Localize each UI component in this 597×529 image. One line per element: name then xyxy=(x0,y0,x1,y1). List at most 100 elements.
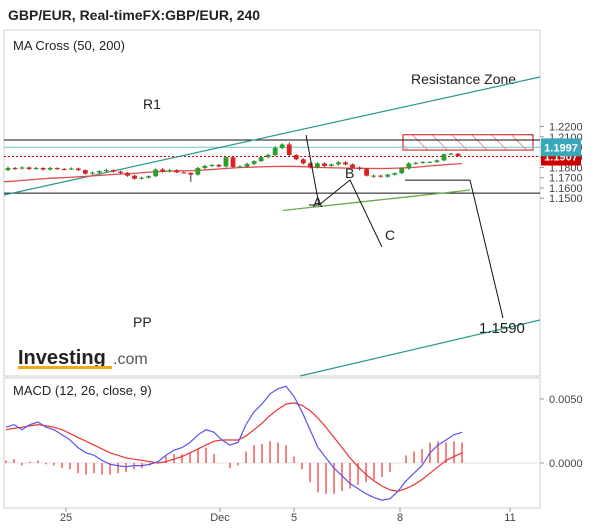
candle-bullish xyxy=(68,168,74,170)
x-tick-label: Dec xyxy=(210,512,230,524)
candle-bullish xyxy=(258,157,264,162)
candle-bearish xyxy=(300,159,306,164)
candle-bullish xyxy=(434,160,440,162)
candle-bullish xyxy=(223,157,229,167)
ma-slow-line xyxy=(282,189,471,212)
macd-panel-frame xyxy=(3,377,541,509)
candle-bullish xyxy=(97,171,102,173)
x-tick-label: 25 xyxy=(60,512,72,524)
candle-bearish xyxy=(307,163,313,168)
candle-bullish xyxy=(89,172,95,174)
candle-bearish xyxy=(357,167,362,170)
x-tick-label: 5 xyxy=(291,512,297,524)
candle-bullish xyxy=(413,162,419,164)
candle-bullish xyxy=(209,164,215,166)
point-b-label: B xyxy=(345,165,354,181)
candle-bearish xyxy=(40,167,46,170)
candle-bearish xyxy=(26,167,32,170)
candle-bullish xyxy=(202,165,208,168)
candle-bullish xyxy=(251,161,257,164)
candle-bearish xyxy=(364,169,369,176)
candle-bearish xyxy=(132,175,137,179)
point-c-label: C xyxy=(385,227,395,243)
investing-logo-suffix: .com xyxy=(113,351,148,368)
x-tick-label: 11 xyxy=(504,512,515,524)
r1-label: R1 xyxy=(143,96,161,112)
y-tick-label: 1.1600 xyxy=(549,183,583,195)
candle-bullish xyxy=(329,164,334,166)
candle-bullish xyxy=(5,167,11,171)
candle-bullish xyxy=(279,144,285,149)
candle-bearish xyxy=(378,175,384,177)
point-a-label: A xyxy=(313,194,323,210)
candle-bearish xyxy=(160,169,166,172)
ma-cross-label: MA Cross (50, 200) xyxy=(13,38,125,53)
candle-bearish xyxy=(230,157,236,167)
investing-logo-underline xyxy=(18,366,112,369)
macd-line xyxy=(5,385,463,501)
candle-bullish xyxy=(427,161,433,163)
candle-bullish xyxy=(139,177,144,179)
candle-bullish xyxy=(33,167,39,170)
macd-y-tick-label: 0.0050 xyxy=(549,394,583,406)
candle-bearish xyxy=(293,154,299,160)
candle-bullish xyxy=(392,173,398,175)
candle-bullish xyxy=(244,163,250,167)
macd-signal-line xyxy=(5,402,463,492)
candle-bearish xyxy=(216,164,222,167)
resistance-price-tag xyxy=(541,138,581,157)
candle-bearish xyxy=(111,170,116,172)
candle-bearish xyxy=(286,144,292,155)
candle-bullish xyxy=(146,176,152,178)
x-tick-label: 8 xyxy=(397,512,403,524)
candle-bullish xyxy=(195,167,201,175)
candle-bullish xyxy=(448,153,454,155)
candle-bearish xyxy=(350,164,355,168)
candle-bullish xyxy=(265,154,271,158)
candle-bearish xyxy=(75,168,81,171)
candle-bearish xyxy=(61,169,67,171)
investing-logo: Investing .com xyxy=(18,347,148,369)
candle-bullish xyxy=(336,162,341,165)
candle-bearish xyxy=(12,167,18,169)
candle-bullish xyxy=(314,163,320,168)
candle-bullish xyxy=(104,170,109,172)
candle-bearish xyxy=(174,170,180,173)
resistance-zone-label: Resistance Zone xyxy=(411,71,516,87)
macd-label: MACD (12, 26, close, 9) xyxy=(13,383,152,398)
investing-logo-text: Investing xyxy=(18,347,106,369)
candle-bearish xyxy=(455,153,461,157)
candle-bullish xyxy=(399,168,405,174)
resistance-price-tag-label: 1.1997 xyxy=(544,142,578,154)
y-tick-label: 1.1500 xyxy=(549,193,583,205)
lower-trendline xyxy=(299,319,541,377)
y-tick-label: 1.2200 xyxy=(549,122,583,134)
pp-label: PP xyxy=(133,314,152,330)
candle-bullish xyxy=(406,163,412,169)
ma-fast-line xyxy=(3,162,463,183)
candle-bearish xyxy=(181,172,187,174)
candle-bullish xyxy=(153,169,159,177)
candle-bullish xyxy=(385,174,391,177)
candle-bullish xyxy=(371,175,377,177)
candle-bullish xyxy=(237,166,243,168)
candle-bearish xyxy=(322,163,327,166)
resistance-zone xyxy=(402,134,534,151)
candle-bullish xyxy=(272,148,278,155)
y-tick-label: 1.1700 xyxy=(549,173,583,185)
candle-bearish xyxy=(188,172,194,175)
candle-bullish xyxy=(19,167,25,169)
candle-bullish xyxy=(167,170,173,172)
candle-bearish xyxy=(54,167,60,170)
candle-bearish xyxy=(343,162,348,165)
chart-title: GBP/EUR, Real-timeFX:GBP/EUR, 240 xyxy=(8,7,261,23)
target-pointer xyxy=(469,179,504,319)
candle-bearish xyxy=(118,171,123,173)
candle-bearish xyxy=(82,170,88,174)
candle-bearish xyxy=(125,172,130,176)
main-panel-frame xyxy=(3,29,541,377)
target-label: 1.1590 xyxy=(479,320,525,337)
abc-pattern-line xyxy=(305,134,383,248)
macd-y-tick-label: 0.0000 xyxy=(549,458,583,470)
